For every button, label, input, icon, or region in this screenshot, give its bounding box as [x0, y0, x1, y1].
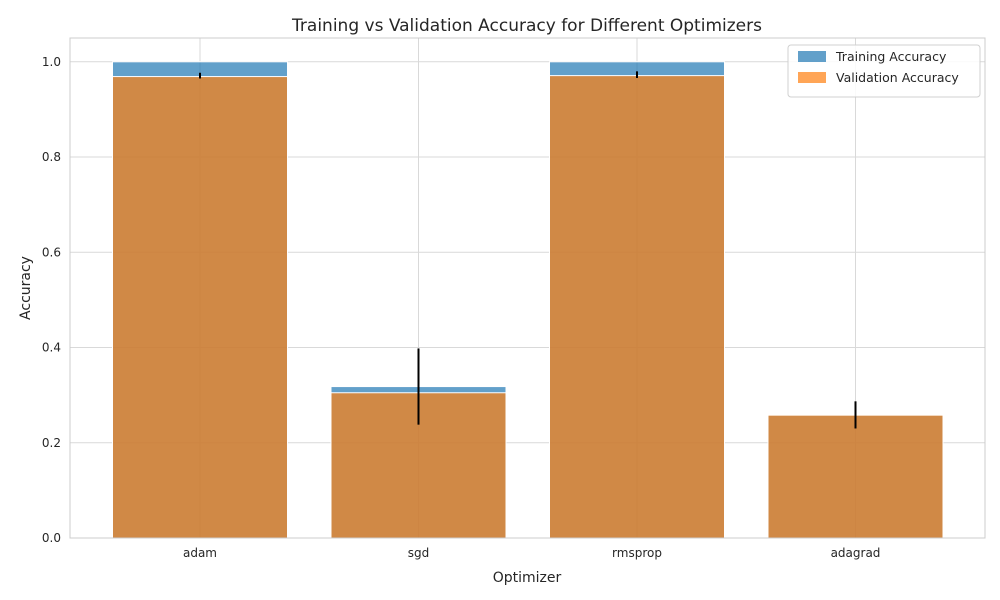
- x-tick-label-sgd: sgd: [408, 546, 430, 560]
- y-tick-label: 0.0: [42, 531, 61, 545]
- legend-box: [787, 44, 981, 98]
- plot-frame: [69, 37, 986, 539]
- y-tick-label: 0.8: [42, 150, 61, 164]
- y-tick-labels: 0.0 0.2 0.4 0.6 0.8 1.0: [42, 55, 61, 545]
- y-axis-label: Accuracy: [18, 256, 34, 320]
- legend-label-validation: Validation Accuracy: [836, 70, 959, 85]
- y-tick-label: 0.6: [42, 245, 61, 259]
- error-bars: [199, 71, 857, 429]
- chart-title: Training vs Validation Accuracy for Diff…: [291, 16, 762, 36]
- x-tick-label-adam: adam: [183, 546, 217, 560]
- legend-swatch-training: [798, 51, 826, 62]
- x-tick-labels: adam sgd rmsprop adagrad: [183, 546, 880, 560]
- y-tick-label: 0.2: [42, 436, 61, 450]
- legend: Training Accuracy Validation Accuracy: [787, 44, 981, 98]
- bars: [112, 61, 944, 539]
- legend-label-training: Training Accuracy: [835, 49, 947, 64]
- validation-bar-adagrad: [767, 414, 944, 539]
- y-tick-label: 0.4: [42, 341, 61, 355]
- legend-swatch-validation: [798, 72, 826, 83]
- x-axis-label: Optimizer: [493, 570, 562, 586]
- validation-bar-rmsprop: [549, 75, 725, 539]
- x-tick-label-adagrad: adagrad: [831, 546, 881, 560]
- y-tick-label: 1.0: [42, 55, 61, 69]
- x-tick-label-rmsprop: rmsprop: [612, 546, 662, 560]
- validation-bar-adam: [112, 76, 288, 539]
